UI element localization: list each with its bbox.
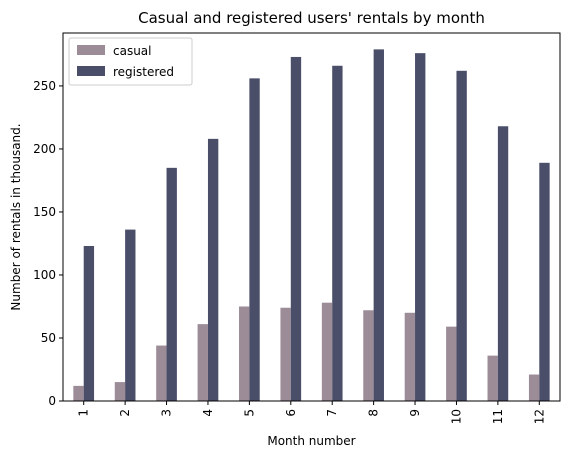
bar-registered-9: [415, 53, 426, 401]
legend-label-registered: registered: [113, 65, 174, 79]
bar-casual-10: [446, 326, 457, 401]
chart-title: Casual and registered users' rentals by …: [138, 9, 485, 27]
bar-casual-11: [487, 355, 498, 401]
y-tick-label-250: 250: [33, 79, 56, 93]
plot-frame: [62, 32, 561, 402]
bars-layer: [73, 49, 550, 402]
bar-casual-9: [404, 312, 416, 401]
x-tick-label-4: 4: [201, 409, 215, 417]
x-tick-label-5: 5: [242, 409, 256, 417]
bar-casual-6: [280, 307, 291, 401]
bar-registered-8: [373, 49, 384, 401]
bar-casual-8: [363, 310, 374, 401]
x-tick-label-8: 8: [367, 409, 381, 417]
x-tick-label-9: 9: [408, 409, 422, 417]
bar-casual-3: [156, 345, 167, 401]
y-tick-label-0: 0: [48, 394, 56, 408]
x-tick-label-12: 12: [532, 409, 546, 424]
x-tick-label-6: 6: [284, 409, 298, 417]
x-axis: 1 2 3 4 5 6 7 8 9 10 11 12: [77, 401, 546, 424]
x-tick-label-11: 11: [491, 409, 505, 424]
bar-registered-3: [166, 167, 177, 401]
bar-registered-1: [83, 245, 95, 401]
legend-swatch-casual: [77, 45, 105, 55]
bar-registered-6: [290, 56, 302, 401]
legend-swatch-registered: [77, 66, 105, 76]
bar-registered-11: [497, 126, 509, 401]
y-axis: 0 50 100 150 200 250: [33, 79, 63, 408]
bar-casual-4: [197, 324, 208, 401]
x-tick-label-1: 1: [77, 409, 91, 417]
bar-registered-7: [332, 65, 343, 402]
y-tick-label-200: 200: [33, 142, 56, 156]
bar-casual-5: [239, 306, 250, 401]
x-tick-label-3: 3: [160, 409, 174, 417]
x-tick-label-10: 10: [449, 409, 463, 424]
bar-registered-2: [125, 229, 136, 401]
x-axis-label: Month number: [267, 434, 355, 448]
bar-casual-7: [321, 302, 333, 401]
y-tick-label-150: 150: [33, 205, 56, 219]
bar-registered-12: [539, 162, 550, 401]
legend-label-casual: casual: [113, 44, 152, 58]
bar-casual-12: [528, 374, 540, 401]
y-tick-label-100: 100: [33, 268, 56, 282]
bar-casual-1: [73, 385, 84, 401]
x-tick-label-2: 2: [118, 409, 132, 417]
y-tick-label-50: 50: [41, 331, 56, 345]
bar-registered-4: [207, 138, 219, 402]
bar-registered-5: [249, 78, 260, 402]
bar-registered-10: [456, 70, 467, 401]
x-tick-label-7: 7: [325, 409, 339, 417]
bar-casual-2: [114, 382, 126, 401]
y-axis-label: Number of rentals in thousand.: [9, 123, 23, 310]
legend: casual registered: [68, 37, 193, 86]
